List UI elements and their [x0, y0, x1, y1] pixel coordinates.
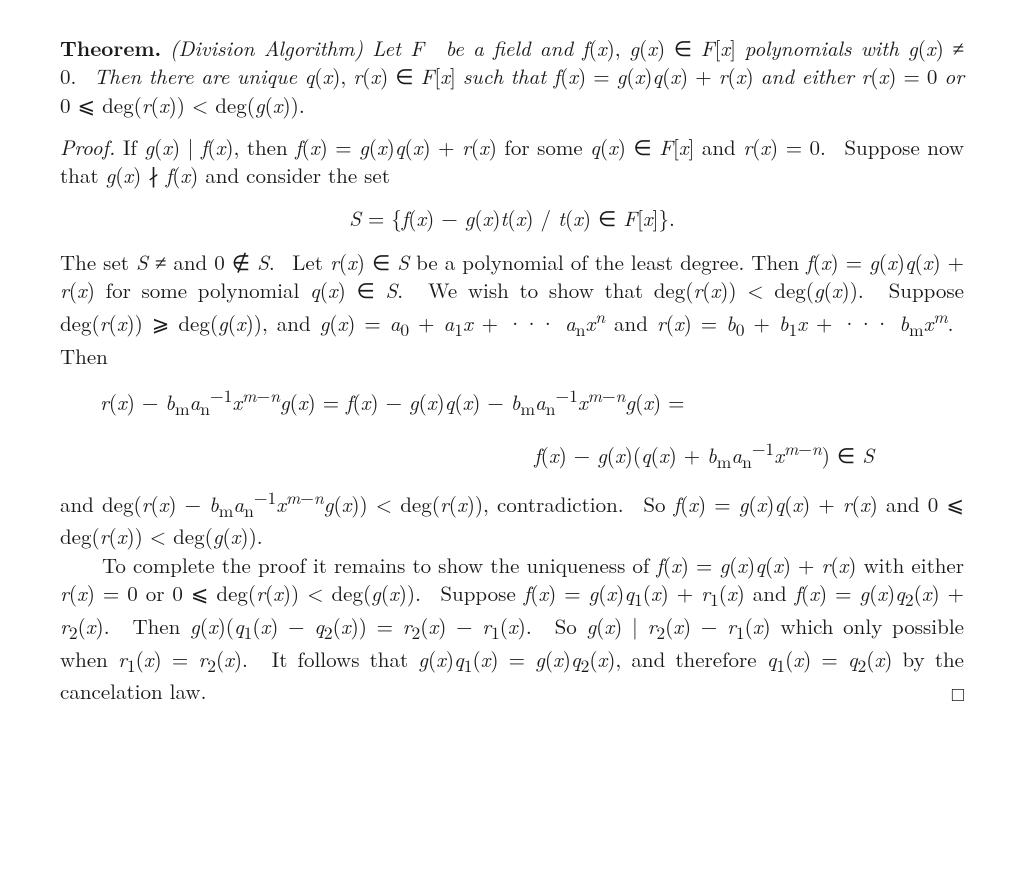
display-equation-1: S = {f(x) − g(x)t(x) / t(x) ∈ F[x]}.	[60, 204, 964, 232]
display-equation-2b: f(x) − g(x)(q(x) + bman−1xm−n) ∈ S	[60, 437, 964, 474]
qed-icon: □	[910, 679, 964, 706]
proof-para-3: and deg(r(x) − bman−1xm−ng(x)) < deg(r(x…	[60, 486, 964, 551]
proof-para-4: To complete the proof it remains to show…	[60, 551, 964, 706]
proof-text-1: If g(x) | f(x), then f(x) = g(x)q(x) + r…	[60, 132, 964, 190]
proof-para-2: The set S ≠ and 0 ∉ S. Let r(x) ∈ S be a…	[60, 248, 964, 370]
proof-text-4: To complete the proof it remains to show…	[60, 550, 964, 707]
proof-label: Proof.	[60, 132, 115, 162]
document-page: Theorem. (Division Algorithm) Let F be a…	[0, 0, 1024, 882]
proof-para-1: Proof. If g(x) | f(x), then f(x) = g(x)q…	[60, 133, 964, 190]
theorem-statement: (Division Algorithm) Let F be a field an…	[60, 33, 964, 120]
theorem-block: Theorem. (Division Algorithm) Let F be a…	[60, 34, 964, 119]
theorem-label: Theorem.	[60, 33, 161, 63]
display-equation-2a: r(x) − bman−1xm−ng(x) = f(x) − g(x)q(x) …	[60, 384, 964, 421]
